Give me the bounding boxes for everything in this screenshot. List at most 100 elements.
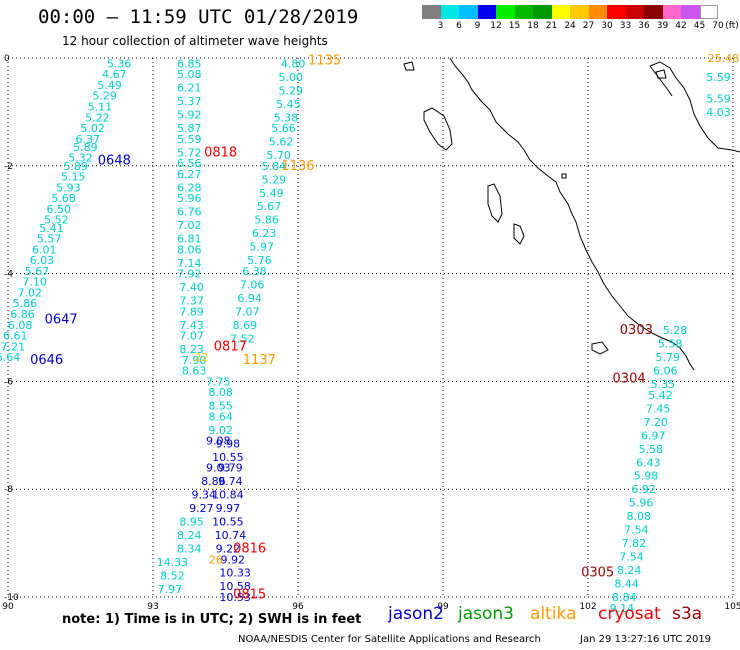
- wave-height-value: 5.38: [274, 111, 299, 124]
- color-swatch: [514, 5, 533, 19]
- color-swatch: [496, 5, 515, 19]
- wave-height-value: 5.59: [177, 133, 202, 146]
- legend-s3a: s3a: [672, 604, 703, 624]
- color-scale-label: 18: [527, 21, 539, 31]
- wave-height-value: 8.08: [208, 386, 233, 399]
- wave-height-value: 5.52: [44, 214, 69, 227]
- footer-note: note: 1) Time is in UTC; 2) SWH is in fe…: [62, 612, 362, 627]
- island-small-2: [655, 69, 667, 79]
- wave-height-value: 5.11: [88, 101, 113, 114]
- wave-height-value: 7.45: [646, 402, 671, 415]
- wave-height-value: 6.64: [0, 351, 20, 364]
- wave-height-value: 10.74: [215, 529, 247, 542]
- wave-height-value: 5.36: [107, 57, 132, 70]
- color-scale-label: 9: [474, 21, 481, 31]
- wave-height-value: 6.97: [641, 429, 666, 442]
- color-scale-label: 39: [656, 21, 669, 31]
- wave-height-value: 5.68: [51, 192, 76, 205]
- credit-line: NOAA/NESDIS Center for Satellite Applica…: [238, 634, 541, 645]
- wave-height-value: 8.06: [177, 243, 202, 256]
- wave-height-value: 7.40: [179, 281, 204, 294]
- wave-height-value: 5.35: [651, 378, 676, 391]
- color-swatch: [588, 5, 607, 19]
- coastline-peninsula: [649, 65, 673, 97]
- coastline-north-east: [649, 61, 740, 153]
- wave-height-value: 6.92: [631, 483, 656, 496]
- wave-height-value: 5.97: [250, 241, 275, 254]
- wave-height-value: 7.54: [624, 524, 649, 537]
- y-tick-label: -2: [4, 162, 13, 172]
- wave-height-value: 6.94: [237, 292, 262, 305]
- pass-time-labels: 0648 0647 0646 0818 0817 0816 0815 1135 1136 1137…: [30, 54, 653, 603]
- wave-height-value: 7.20: [643, 416, 668, 429]
- wave-height-value: 10.55: [212, 516, 244, 529]
- wave-height-value: 5.29: [262, 173, 287, 186]
- wave-height-value: 5.76: [247, 254, 272, 267]
- pass-time-label: 0647: [45, 312, 78, 327]
- wave-height-value: 9.34: [192, 489, 217, 502]
- wave-height-value: 5.02: [80, 122, 105, 135]
- y-tick-label: -10: [4, 593, 19, 603]
- color-scale-label: 45: [693, 21, 706, 31]
- pass-time-label: 0303: [620, 323, 653, 338]
- wave-height-value: 6.38: [242, 265, 267, 278]
- wave-height-value: 5.96: [177, 192, 202, 205]
- wave-height-value: 8.69: [233, 319, 258, 332]
- wave-height-value: 7.02: [18, 286, 43, 299]
- wave-height-value: 5.72: [177, 146, 202, 159]
- wave-height-value: 8.08: [627, 510, 652, 523]
- axis-tick-labels: 90 93 96 99 102 105 0 -2 -4 -6 -8 -10: [2, 54, 740, 612]
- wave-height-value: 6.43: [636, 456, 661, 469]
- wave-height-value: 8.84: [612, 591, 637, 604]
- x-tick-label: 105: [724, 602, 740, 612]
- color-swatch: [570, 5, 589, 19]
- wave-height-value: 7.02: [177, 219, 202, 232]
- wave-height-highlight: 26: [209, 553, 223, 566]
- legend-cryosat: cryosat: [598, 604, 661, 624]
- wave-height-value: 8.63: [182, 365, 207, 378]
- island-small-3: [561, 173, 567, 179]
- wave-height-value: 5.42: [648, 389, 673, 402]
- wave-height-value: 7.43: [179, 319, 204, 332]
- wave-height-points: 5.364.675.495.295.115.225.026.375.895.32…: [0, 57, 731, 614]
- wave-height-value: 7.54: [619, 551, 644, 564]
- color-scale-bar: [422, 5, 718, 19]
- wave-height-highlight: 25.48: [708, 52, 740, 65]
- wave-height-value: 5.92: [177, 109, 202, 122]
- wave-height-value: 7.07: [235, 305, 260, 318]
- wave-height-value: 10.55: [212, 451, 244, 464]
- wave-height-value: 6.86: [10, 308, 35, 321]
- wave-height-value: 10.58: [219, 580, 251, 593]
- wave-height-value: 5.49: [97, 79, 122, 92]
- color-scale-label: 33: [619, 21, 632, 31]
- generation-timestamp: Jan 29 13:27:16 UTC 2019: [580, 634, 712, 645]
- island-siberut: [513, 223, 525, 245]
- wave-height-value: 6.85: [177, 57, 202, 70]
- wave-height-value: 7.06: [240, 278, 265, 291]
- pass-time-label: 0816: [233, 541, 266, 556]
- y-tick-label: -6: [4, 377, 13, 387]
- wave-height-value: 5.67: [25, 265, 50, 278]
- wave-height-value: 5.22: [85, 111, 110, 124]
- wave-height-value: 7.82: [622, 537, 647, 550]
- coastline: [403, 57, 740, 371]
- x-tick-label: 93: [147, 602, 158, 612]
- color-scale-label: 3: [437, 21, 444, 31]
- wave-height-value: 5.84: [262, 160, 287, 173]
- wave-height-value: 6.81: [177, 233, 202, 246]
- wave-height-value: 5.45: [276, 98, 301, 111]
- wave-height-value: 8.52: [160, 569, 185, 582]
- wave-height-value: 7.92: [177, 268, 202, 281]
- color-swatch: [625, 5, 644, 19]
- color-scale-label: 12: [490, 21, 502, 31]
- wave-height-value: 5.29: [92, 90, 117, 103]
- x-tick-label: 96: [292, 602, 304, 612]
- wave-height-value: 10.53: [219, 591, 251, 604]
- wave-height-value: 5.58: [658, 338, 683, 351]
- pass-time-label: 1136: [281, 159, 314, 174]
- color-swatch: [607, 5, 626, 19]
- wave-height-value: 9.02: [208, 424, 233, 437]
- wave-height-value: 7.07: [179, 330, 204, 343]
- wave-height-value: 9.74: [218, 475, 243, 488]
- wave-height-highlight: 22: [194, 351, 208, 364]
